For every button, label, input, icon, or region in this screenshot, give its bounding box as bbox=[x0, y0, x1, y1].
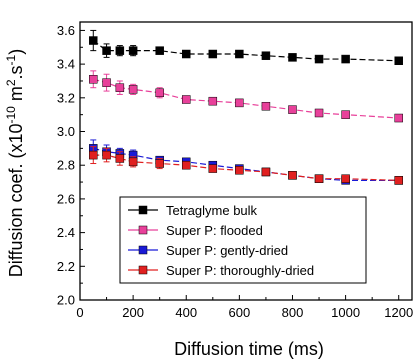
data-point bbox=[102, 46, 111, 55]
y-tick-label: 3.0 bbox=[57, 124, 75, 139]
data-point bbox=[235, 98, 244, 108]
data-point bbox=[208, 164, 218, 173]
data-point bbox=[314, 174, 324, 183]
data-point bbox=[155, 159, 164, 168]
data-point bbox=[115, 83, 125, 92]
data-point bbox=[89, 75, 98, 84]
legend-box bbox=[119, 196, 367, 284]
data-point bbox=[288, 105, 297, 114]
y-tick-label: 3.2 bbox=[57, 90, 75, 105]
data-point bbox=[155, 88, 164, 98]
data-point bbox=[261, 51, 271, 60]
series-0 bbox=[89, 29, 403, 66]
y-tick-label: 3.4 bbox=[57, 57, 75, 72]
y-tick-label: 2.6 bbox=[57, 191, 75, 206]
x-tick-label: 1200 bbox=[384, 305, 413, 320]
data-point bbox=[288, 53, 297, 62]
data-point bbox=[128, 46, 138, 55]
data-point bbox=[394, 56, 403, 66]
x-tick-label: 600 bbox=[229, 305, 251, 320]
data-point bbox=[208, 96, 218, 106]
data-point bbox=[102, 150, 111, 160]
y-tick-label: 2.0 bbox=[57, 293, 75, 308]
series-layer bbox=[89, 29, 403, 185]
series-1 bbox=[89, 70, 403, 123]
x-axis-title: Diffusion time (ms) bbox=[174, 339, 324, 359]
legend-marker bbox=[138, 245, 148, 255]
data-point bbox=[314, 54, 324, 64]
data-point bbox=[235, 166, 244, 175]
data-point bbox=[341, 54, 350, 64]
x-tick-label: 800 bbox=[282, 305, 304, 320]
data-point bbox=[288, 171, 297, 180]
data-point bbox=[128, 157, 138, 167]
y-axis-title: Diffusion coef. (x10-10 m2.s-1) bbox=[4, 49, 26, 277]
data-point bbox=[181, 49, 191, 59]
y-tick-label: 2.2 bbox=[57, 259, 75, 274]
series-line bbox=[93, 78, 399, 119]
axis-ticks: 0 200 400 600 800 1000 1200 2.0 2.2 2.4 2.6 2.8 3.0 3… bbox=[57, 23, 413, 320]
data-point bbox=[261, 167, 271, 177]
x-tick-label: 1000 bbox=[331, 305, 360, 320]
series-line bbox=[93, 147, 399, 181]
data-point bbox=[89, 36, 98, 45]
data-point bbox=[394, 113, 403, 123]
data-point bbox=[102, 78, 111, 87]
data-point bbox=[115, 46, 125, 55]
legend-label: Super P: flooded bbox=[166, 223, 263, 238]
legend-label: Tetraglyme bulk bbox=[166, 203, 258, 218]
data-point bbox=[115, 154, 125, 163]
x-tick-label: 200 bbox=[122, 305, 144, 320]
series-3 bbox=[89, 146, 403, 185]
data-point bbox=[341, 110, 350, 119]
plot-border bbox=[79, 21, 413, 301]
data-point bbox=[89, 150, 98, 160]
data-point bbox=[235, 49, 244, 59]
legend-marker bbox=[138, 265, 148, 275]
legend-marker bbox=[138, 225, 148, 235]
series-line bbox=[93, 154, 399, 181]
y-tick-label: 3.6 bbox=[57, 23, 75, 38]
x-tick-label: 0 bbox=[76, 305, 83, 320]
data-point bbox=[181, 160, 191, 170]
y-tick-label: 2.8 bbox=[57, 158, 75, 173]
data-point bbox=[341, 174, 350, 183]
legend-label: Super P: thoroughly-dried bbox=[166, 263, 314, 278]
series-line bbox=[92, 40, 399, 62]
data-point bbox=[155, 46, 164, 55]
data-point bbox=[394, 176, 403, 185]
data-point bbox=[181, 95, 191, 104]
data-point bbox=[261, 101, 271, 111]
y-tick-label: 2.4 bbox=[57, 225, 75, 240]
legend-label: Super P: gently-dried bbox=[166, 243, 288, 258]
data-point bbox=[208, 49, 218, 59]
data-point bbox=[314, 108, 324, 118]
legend: Tetraglyme bulk Super P: flooded Super P: … bbox=[119, 196, 367, 284]
plot-frame bbox=[79, 21, 413, 301]
x-tick-label: 400 bbox=[175, 305, 197, 320]
data-point bbox=[128, 85, 138, 94]
legend-marker bbox=[138, 205, 148, 215]
